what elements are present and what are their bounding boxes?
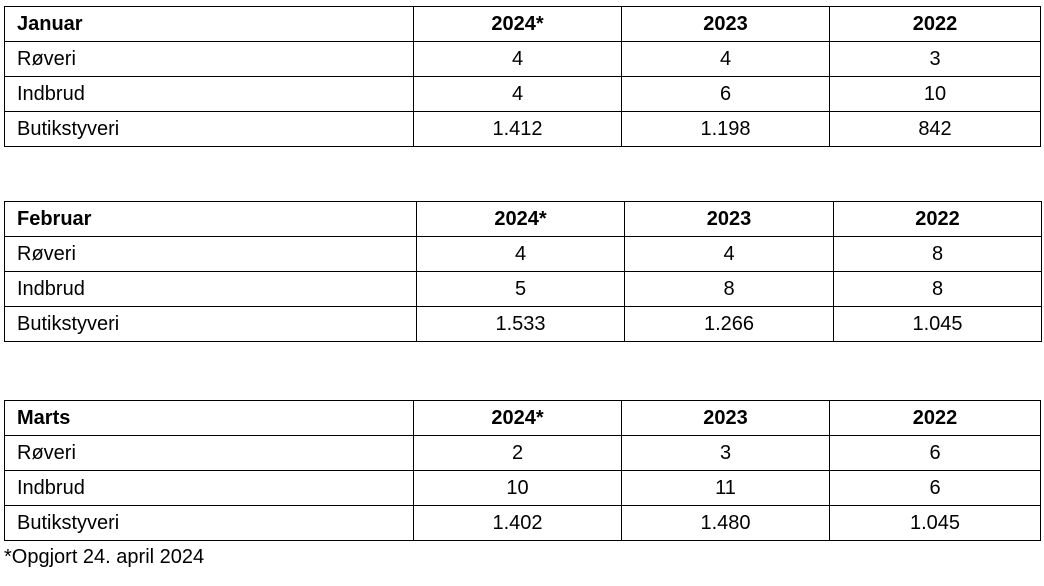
cell: 1.266 [624,306,834,342]
cell: 4 [624,236,834,272]
row: Røveri 4 4 3 [4,41,1041,77]
header-cell: 2024* [416,201,625,237]
cell: 3 [829,41,1041,77]
cell: 4 [621,41,830,77]
cell: 8 [833,236,1042,272]
cell: 1.402 [413,505,622,541]
header-cell: Marts [4,400,414,436]
row: Indbrud 10 11 6 [4,470,1041,506]
footnote: *Opgjort 24. april 2024 [4,546,205,568]
cell: 842 [829,111,1041,147]
row-label: Butikstyveri [4,111,414,147]
header-row: Februar 2024* 2023 2022 [4,201,1042,237]
row-label: Butikstyveri [4,306,417,342]
row-label: Røveri [4,41,414,77]
cell: 4 [413,76,622,112]
row: Butikstyveri 1.533 1.266 1.045 [4,306,1042,342]
row-label: Indbrud [4,271,417,307]
cell: 8 [833,271,1042,307]
header-cell: 2023 [624,201,834,237]
cell: 6 [621,76,830,112]
table: Januar 2024* 2023 2022 Røveri 4 4 3 Indbrud 4 6 10 B… [4,6,1041,147]
cell: 1.412 [413,111,622,147]
cell: 11 [621,470,830,506]
cell: 1.533 [416,306,625,342]
cell: 10 [413,470,622,506]
header-cell: 2024* [413,400,622,436]
cell: 1.198 [621,111,830,147]
header-cell: 2022 [829,6,1041,42]
table: Marts 2024* 2023 2022 Røveri 2 3 6 Indbrud 10 11 6 B… [4,400,1041,541]
row-label: Butikstyveri [4,505,414,541]
row-label: Indbrud [4,470,414,506]
table: Februar 2024* 2023 2022 Røveri 4 4 8 Indbrud 5 8 8 B… [4,201,1042,342]
row: Indbrud 4 6 10 [4,76,1041,112]
row-label: Indbrud [4,76,414,112]
cell: 3 [621,435,830,471]
cell: 4 [416,236,625,272]
row-label: Røveri [4,236,417,272]
header-cell: Januar [4,6,414,42]
cell: 10 [829,76,1041,112]
row: Røveri 2 3 6 [4,435,1041,471]
cell: 4 [413,41,622,77]
header-row: Marts 2024* 2023 2022 [4,400,1041,436]
header-cell: 2023 [621,400,830,436]
cell: 5 [416,271,625,307]
cell: 6 [829,435,1041,471]
cell: 1.480 [621,505,830,541]
cell: 6 [829,470,1041,506]
header-cell: 2022 [833,201,1042,237]
row: Butikstyveri 1.412 1.198 842 [4,111,1041,147]
cell: 2 [413,435,622,471]
header-cell: 2023 [621,6,830,42]
header-row: Januar 2024* 2023 2022 [4,6,1041,42]
cell: 1.045 [829,505,1041,541]
header-cell: 2024* [413,6,622,42]
header-cell: Februar [4,201,417,237]
row: Røveri 4 4 8 [4,236,1042,272]
cell: 1.045 [833,306,1042,342]
cell: 8 [624,271,834,307]
row: Indbrud 5 8 8 [4,271,1042,307]
row: Butikstyveri 1.402 1.480 1.045 [4,505,1041,541]
row-label: Røveri [4,435,414,471]
header-cell: 2022 [829,400,1041,436]
